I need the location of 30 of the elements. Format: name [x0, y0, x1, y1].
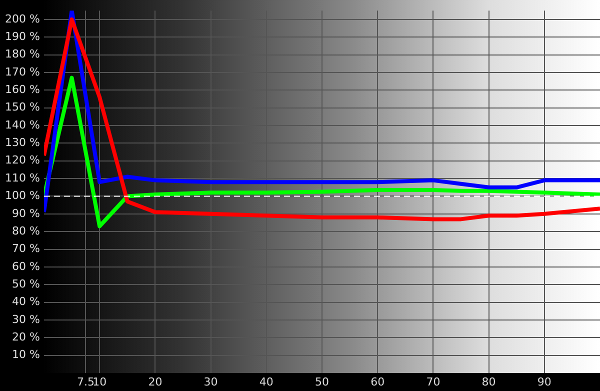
y-tick-label: 10 %	[12, 348, 40, 362]
x-tick-label: 20	[148, 375, 162, 388]
x-tick-label: 60	[370, 375, 385, 388]
x-tick-label: 80	[482, 375, 496, 388]
y-tick-label: 90 %	[12, 206, 40, 220]
x-tick-label: 7.5	[76, 375, 94, 388]
x-tick-label: 10	[92, 375, 107, 388]
y-tick-label: 50 %	[12, 277, 40, 290]
y-tick-label: 60 %	[12, 260, 40, 273]
y-tick-label: 130 %	[5, 136, 40, 150]
x-tick-label: 70	[426, 375, 440, 388]
y-tick-label: 100 %	[5, 189, 40, 202]
y-tick-label: 140 %	[5, 118, 40, 132]
y-tick-label: 70 %	[12, 242, 40, 256]
y-tick-label: 150 %	[5, 100, 40, 114]
y-tick-label: 170 %	[5, 65, 40, 78]
y-tick-label: 120 %	[5, 154, 40, 167]
y-tick-label: 110 %	[5, 171, 40, 184]
y-tick-label: 190 %	[5, 30, 40, 43]
y-tick-label: 160 %	[5, 83, 40, 96]
x-tick-label: 40	[259, 375, 274, 388]
y-tick-label: 20 %	[12, 330, 40, 344]
y-tick-label: 180 %	[5, 48, 40, 61]
y-tick-label: 40 %	[12, 295, 40, 308]
x-tick-label: 30	[204, 375, 218, 388]
x-tick-label: 90	[537, 375, 552, 388]
y-tick-label: 30 %	[12, 312, 40, 326]
y-tick-label: 200 %	[5, 12, 40, 26]
x-tick-label: 50	[315, 375, 329, 388]
y-tick-label: 80 %	[12, 224, 40, 238]
